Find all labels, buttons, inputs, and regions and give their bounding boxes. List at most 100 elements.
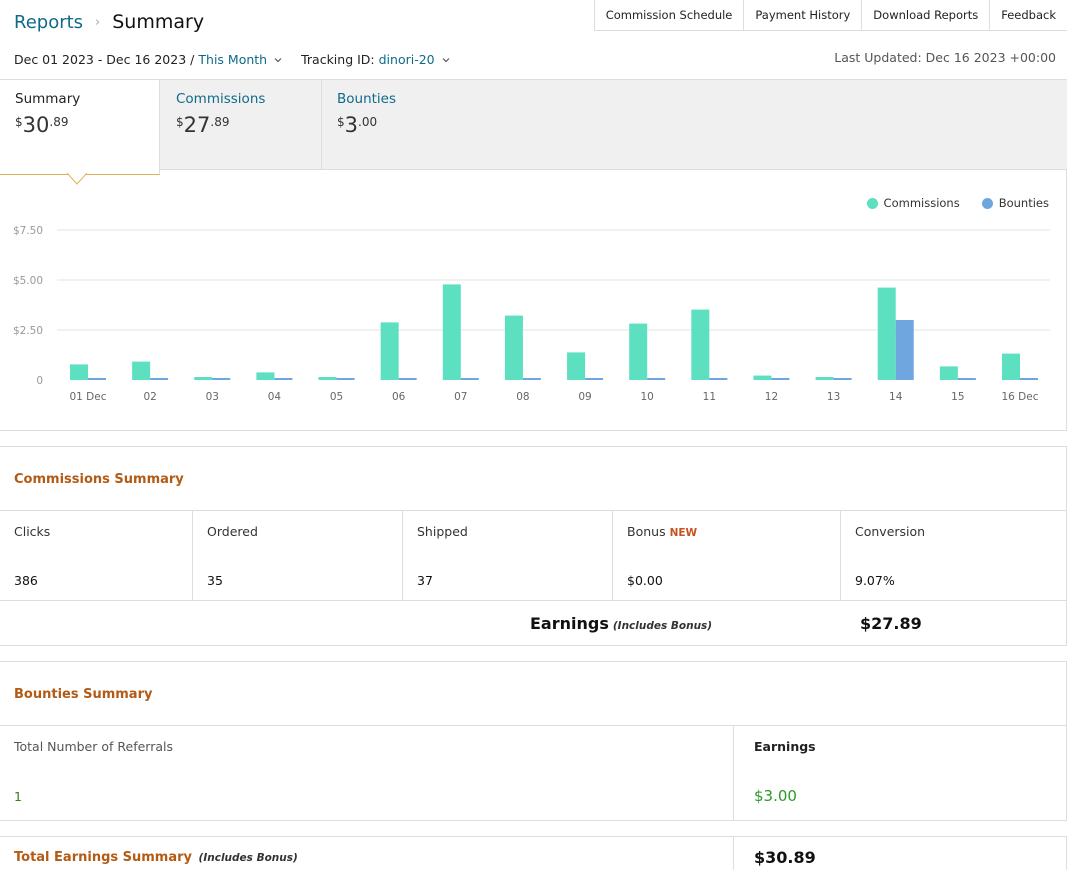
last-updated-text: Last Updated: Dec 16 2023 +00:00 [834, 50, 1056, 65]
filter-row: Dec 01 2023 - Dec 16 2023 / This Month T… [14, 50, 451, 68]
commission-schedule-link[interactable]: Commission Schedule [593, 0, 744, 31]
stat-shipped-value: 37 [417, 573, 433, 588]
legend-bounties-swatch [981, 197, 993, 209]
y-tick-label: $7.50 [13, 225, 43, 237]
commissions-bar [256, 372, 275, 380]
stat-shipped: Shipped 37 [403, 511, 613, 600]
stat-ordered-value: 35 [207, 573, 223, 588]
commissions-bar [939, 366, 958, 380]
payment-history-link[interactable]: Payment History [743, 0, 862, 31]
feedback-link[interactable]: Feedback [989, 0, 1067, 31]
commissions-bar [567, 352, 586, 380]
stat-bonus-label: Bonus NEW [627, 524, 697, 539]
commissions-bar [442, 284, 461, 380]
tracking-label: Tracking ID: [301, 51, 375, 67]
stat-ordered-label: Ordered [207, 524, 258, 539]
page-title: Summary [112, 11, 205, 33]
bounties-bar [895, 320, 914, 380]
tab-bounties-label: Bounties [337, 91, 397, 107]
tab-bounties[interactable]: Bounties $ 3 .00 [322, 80, 522, 170]
referrals-label: Total Number of Referrals [14, 739, 173, 754]
bounties-bar [647, 378, 666, 380]
tab-commissions[interactable]: Commissions $ 27 .89 [161, 80, 322, 170]
tracking-id-value[interactable]: dinori-20 [378, 51, 435, 67]
currency-symbol: $ [176, 115, 184, 129]
commissions-bar [70, 364, 88, 380]
y-tick-label: $2.50 [13, 325, 43, 337]
total-earnings-value: $30.89 [754, 848, 816, 867]
total-earnings-card: Total Earnings Summary (Includes Bonus) … [0, 836, 1067, 870]
tab-commissions-label: Commissions [176, 91, 266, 107]
date-separator: / [190, 51, 195, 67]
total-earnings-title: Total Earnings Summary (Includes Bonus) [14, 850, 298, 865]
breadcrumb-reports-link[interactable]: Reports [14, 11, 84, 33]
bounties-bar [88, 378, 106, 380]
tab-summary[interactable]: Summary $ 30 .89 [0, 80, 160, 175]
x-tick-label: 12 [765, 391, 778, 403]
amount-cents: .89 [210, 115, 230, 129]
amount-whole: 27 [183, 113, 211, 137]
stat-bonus: Bonus NEW $0.00 [613, 511, 841, 600]
chevron-down-icon[interactable] [441, 55, 451, 65]
bounties-bar [150, 378, 169, 380]
legend-bounties-label: Bounties [998, 196, 1049, 210]
commissions-earnings-value: $27.89 [860, 614, 922, 633]
new-badge: NEW [669, 527, 698, 539]
commissions-bar [815, 377, 834, 380]
earnings-note: (Includes Bonus) [612, 620, 713, 632]
commissions-bar [877, 287, 896, 380]
legend-bounties[interactable]: Bounties [981, 196, 1049, 210]
earnings-label-text: Earnings [530, 614, 609, 633]
stat-bonus-label-text: Bonus [627, 524, 666, 539]
chevron-down-icon[interactable] [273, 55, 283, 65]
commissions-bar [380, 322, 399, 380]
commissions-bar [194, 377, 213, 380]
tab-commissions-amount: $ 27 .89 [176, 113, 306, 137]
commissions-bar [1002, 353, 1020, 380]
currency-symbol: $ [15, 115, 23, 129]
tab-summary-label: Summary [15, 91, 81, 107]
chevron-right-icon: › [95, 14, 101, 30]
bounties-bar [460, 378, 479, 380]
legend-commissions-label: Commissions [883, 196, 960, 210]
commissions-bar [132, 361, 151, 380]
x-tick-label: 14 [889, 391, 903, 403]
stat-clicks-value: 386 [14, 573, 38, 588]
amount-whole: 30 [22, 113, 50, 137]
tracking-id-dropdown[interactable]: Tracking ID: dinori-20 [301, 52, 451, 67]
commissions-bar [753, 375, 772, 380]
commissions-bar [318, 377, 337, 380]
bounties-earnings-label: Earnings [754, 739, 816, 754]
legend-commissions-swatch [866, 197, 878, 209]
x-tick-label: 16 Dec [1001, 391, 1038, 403]
y-tick-label: 0 [36, 375, 43, 387]
bounties-bar [398, 378, 417, 380]
amount-whole: 3 [344, 113, 359, 137]
period-dropdown[interactable]: This Month [198, 51, 268, 67]
stat-ordered: Ordered 35 [193, 511, 403, 600]
earnings-chart-card: Commissions Bounties 0 $2.50 $5.00 $7.50 01 … [0, 170, 1067, 431]
x-tick-label: 11 [703, 391, 716, 403]
stat-bonus-value: $0.00 [627, 573, 663, 588]
total-earnings-note: (Includes Bonus) [198, 852, 298, 864]
stat-shipped-label: Shipped [417, 524, 468, 539]
amount-cents: .00 [358, 115, 378, 129]
bounties-bar [771, 378, 790, 380]
download-reports-link[interactable]: Download Reports [861, 0, 990, 31]
bounties-summary-title: Bounties Summary [14, 687, 153, 702]
commissions-summary-card: Commissions Summary Clicks 386 Ordered 3… [0, 446, 1067, 646]
summary-tabs: Summary $ 30 .89 Commissions $ 27 .89 Bo… [0, 79, 1067, 175]
bounties-bar [1020, 378, 1038, 380]
commissions-bar [504, 315, 523, 380]
x-tick-label: 09 [578, 391, 591, 403]
x-tick-label: 08 [516, 391, 529, 403]
referrals-value: 1 [14, 789, 22, 804]
x-tick-label: 10 [641, 391, 654, 403]
legend-commissions[interactable]: Commissions [866, 196, 960, 210]
x-tick-label: 02 [143, 391, 156, 403]
bounties-bar [709, 378, 728, 380]
bounties-summary-card: Bounties Summary Total Number of Referra… [0, 661, 1067, 821]
x-tick-label: 06 [392, 391, 406, 403]
bounties-bar [957, 378, 976, 380]
x-tick-label: 07 [454, 391, 467, 403]
